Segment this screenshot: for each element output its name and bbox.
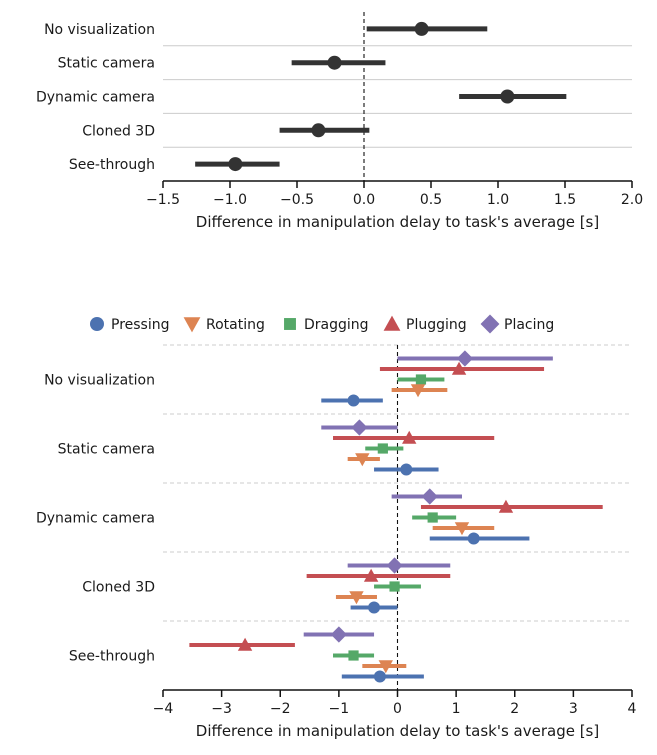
point-plugging-see-through [237,637,253,651]
category-label-no-visualization: No visualization [44,22,155,38]
point-plugging-static-camera [402,430,417,444]
point-plugging-dynamic-camera [498,499,514,513]
category-label-no-visualization: No visualization [44,373,155,389]
point-series-see-through [228,157,243,172]
x-tick-label: 4 [628,701,637,717]
x-tick-label: −1 [329,701,350,717]
overall-delay-chart: No visualization Static camera Dynamic cam… [36,12,643,231]
point-series-cloned-3d [311,123,326,138]
point-rotating-cloned-3d [349,591,364,605]
point-placing-dynamic-camera [421,488,438,505]
per-task-delay-chart: No visualization Static camera Dynamic cam… [36,314,637,740]
point-series-dynamic-camera [500,89,515,104]
legend-label-plugging: Plugging [406,317,467,333]
legend-marker-plugging [383,315,401,331]
point-dragging-see-through [348,650,359,661]
legend-marker-placing [480,314,500,334]
legend-marker-dragging [284,318,296,330]
x-tick-label: −0.5 [280,192,314,208]
point-plugging-cloned-3d [363,568,379,582]
point-placing-see-through [330,626,347,643]
category-label-static-camera: Static camera [58,56,155,72]
point-series-no-visualization [414,21,429,36]
x-tick-label: −4 [153,701,174,717]
point-rotating-no-visualization [410,384,426,398]
point-pressing-no-visualization [347,394,360,407]
point-pressing-see-through [373,670,386,683]
point-pressing-dynamic-camera [467,532,480,545]
point-plugging-no-visualization [451,361,467,375]
x-tick-label: 0.0 [353,192,375,208]
legend-label-placing: Placing [504,317,554,333]
category-label-see-through: See-through [69,157,155,173]
x-axis-label: Difference in manipulation delay to task… [196,722,599,740]
x-tick-label: 1 [452,701,461,717]
point-placing-no-visualization [456,350,474,367]
category-label-static-camera: Static camera [58,442,155,458]
point-dragging-cloned-3d [389,581,400,592]
point-series-static-camera [327,55,342,70]
point-placing-static-camera [351,419,368,436]
legend-marker-rotating [183,317,201,333]
legend-label-dragging: Dragging [304,317,369,333]
x-tick-label: 2.0 [621,192,643,208]
point-pressing-cloned-3d [368,601,381,614]
x-tick-label: 3 [569,701,578,717]
category-label-dynamic-camera: Dynamic camera [36,511,155,527]
point-pressing-static-camera [400,463,413,476]
point-dragging-no-visualization [415,374,427,385]
point-rotating-static-camera [355,453,370,467]
category-label-see-through: See-through [69,649,155,665]
x-tick-label: 1.0 [487,192,509,208]
category-label-cloned-3d: Cloned 3D [82,580,155,596]
legend-label-pressing: Pressing [111,317,170,333]
x-tick-label: −1.0 [213,192,247,208]
x-tick-label: −1.5 [146,192,180,208]
category-label-dynamic-camera: Dynamic camera [36,90,155,106]
x-tick-label: 0 [393,701,402,717]
point-rotating-dynamic-camera [454,522,470,536]
x-tick-label: 0.5 [420,192,442,208]
x-tick-label: −3 [211,701,232,717]
point-rotating-see-through [378,660,393,674]
point-dragging-dynamic-camera [427,512,438,523]
point-dragging-static-camera [377,443,388,454]
x-tick-label: −2 [270,701,291,717]
category-label-cloned-3d: Cloned 3D [82,123,155,139]
x-axis-label: Difference in manipulation delay to task… [196,213,599,231]
legend: Pressing Rotating Dragging Plugging Placing [90,314,554,334]
x-tick-label: 2 [510,701,519,717]
point-placing-cloned-3d [386,557,403,574]
legend-label-rotating: Rotating [206,317,265,333]
legend-marker-pressing [90,317,104,331]
x-tick-label: 1.5 [554,192,576,208]
